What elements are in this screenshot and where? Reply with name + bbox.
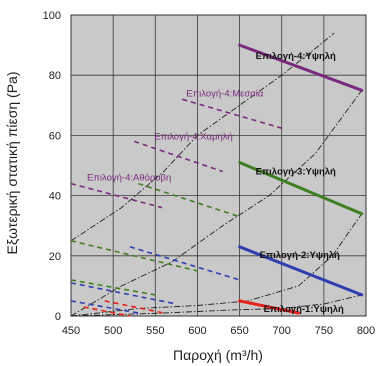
- x-tick-label-500: 500: [104, 325, 122, 337]
- series-line-επιλογή-4-υψηλή: [238, 43, 364, 92]
- series-line-επιλογή-2-υψηλή: [238, 245, 364, 297]
- dashed-series-3: [70, 182, 163, 209]
- plot-area: [70, 14, 367, 317]
- series-label-επιλογή-4-μεσαία: Επιλογή-4:Μεσαία: [186, 88, 264, 99]
- series-label-επιλογή-4-χαμηλή: Επιλογή-4:Χαμηλή: [154, 131, 233, 142]
- boundary-curves: [70, 32, 363, 317]
- series-line-επιλογή-3-υψηλή: [238, 161, 364, 216]
- y-tick-label-0: 0: [55, 311, 61, 323]
- boundary-curve-1: [70, 32, 335, 242]
- x-tick-label-800: 800: [357, 325, 375, 337]
- series-label-επιλογή-4-υψηλή: Επιλογή-4:Υψηλή: [256, 51, 336, 62]
- x-tick-label-700: 700: [273, 325, 291, 337]
- x-tick-label-550: 550: [146, 325, 164, 337]
- series-label-επιλογή-1-υψηλή: Επιλογή-1:Υψηλή: [264, 304, 344, 315]
- tick-labels: 450 500 550 600 650 700 750 800 0 20 40 60 80 100: [43, 10, 376, 337]
- x-tick-label-600: 600: [188, 325, 206, 337]
- dashed-series-2: [133, 140, 223, 173]
- operating-series: [238, 43, 364, 315]
- x-tick-label-450: 450: [62, 325, 80, 337]
- y-tick-label-40: 40: [49, 191, 61, 203]
- grid-lines: [71, 15, 366, 316]
- boundary-curve-3: [70, 213, 363, 317]
- y-axis-title: Εξωτερική στατική πίεση (Pa): [4, 71, 20, 254]
- series-label-επιλογή-4-αθόρυβη: Επιλογή-4:Αθόρυβη: [87, 173, 171, 184]
- boundary-curve-4: [70, 294, 362, 317]
- dashed-series-9: [70, 300, 139, 314]
- y-tick-label-80: 80: [49, 70, 61, 82]
- series-label-επιλογή-3-υψηλή: Επιλογή-3:Υψηλή: [256, 166, 336, 177]
- x-axis-title: Παροχή (m³/h): [173, 347, 263, 363]
- boundary-curve-2: [70, 90, 363, 317]
- dashed-series-10: [104, 300, 164, 314]
- x-tick-label-650: 650: [230, 325, 248, 337]
- series-line-επιλογή-1-υψηλή: [238, 299, 301, 315]
- dashed-series-11: [83, 306, 131, 317]
- dashed-series-5: [70, 240, 198, 272]
- y-tick-label-20: 20: [49, 251, 61, 263]
- dashed-series-7: [129, 246, 240, 281]
- series-label-επιλογή-2-υψηλή: Επιλογή-2:Υψηλή: [260, 250, 340, 261]
- series-labels: Επιλογή-4:Υψηλή Επιλογή-3:Υψηλή Επιλογή-2:…: [87, 51, 344, 315]
- y-tick-label-100: 100: [43, 10, 61, 22]
- x-tick-label-750: 750: [315, 325, 333, 337]
- lower-speed-series: [70, 98, 287, 317]
- y-tick-label-60: 60: [49, 130, 61, 142]
